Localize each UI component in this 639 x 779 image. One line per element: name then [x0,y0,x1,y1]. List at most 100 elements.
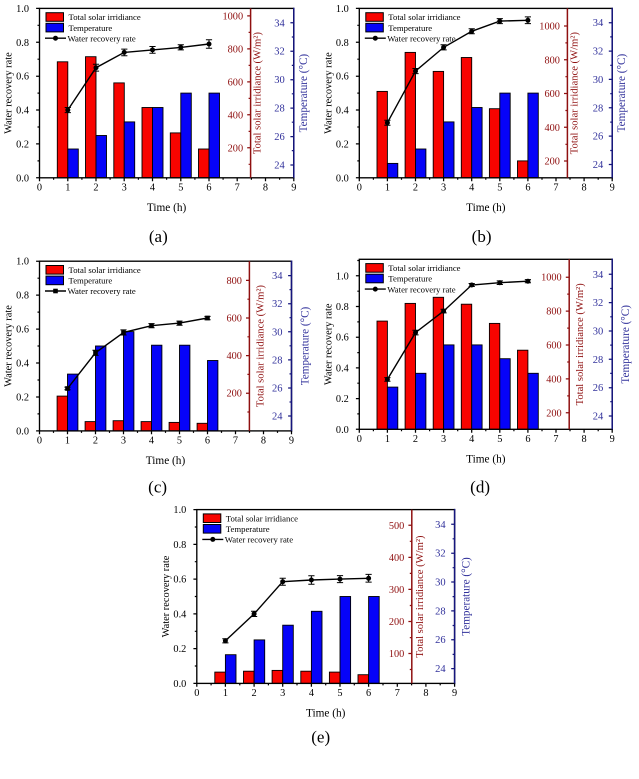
svg-text:1: 1 [385,183,390,194]
svg-text:1.0: 1.0 [16,257,29,268]
svg-text:32: 32 [593,47,604,58]
svg-text:2: 2 [93,436,98,447]
svg-text:7: 7 [233,436,238,447]
svg-text:Temperature: Temperature [226,524,270,534]
svg-text:0: 0 [357,434,362,445]
svg-text:24: 24 [435,664,446,675]
svg-text:0.4: 0.4 [16,359,29,370]
svg-text:8: 8 [423,688,428,699]
svg-text:Temperature (°C): Temperature (°C) [461,557,473,636]
svg-text:Water recovery rate: Water recovery rate [225,535,293,545]
svg-text:(d): (d) [470,478,490,497]
svg-text:Time (h): Time (h) [306,707,346,719]
svg-text:Temperature: Temperature [69,276,113,286]
svg-text:0.2: 0.2 [336,139,349,150]
svg-text:0.4: 0.4 [16,106,29,117]
svg-text:34: 34 [593,270,604,281]
svg-text:0.2: 0.2 [16,393,29,404]
svg-text:0.4: 0.4 [336,106,349,117]
svg-text:6: 6 [206,183,211,194]
svg-text:3: 3 [280,688,285,699]
svg-text:Total solar irridiance (W/m²): Total solar irridiance (W/m²) [415,535,426,658]
svg-text:0.6: 0.6 [336,72,349,83]
svg-text:Temperature (°C): Temperature (°C) [298,54,310,133]
svg-text:26: 26 [435,635,446,646]
svg-text:Time (h): Time (h) [466,202,506,214]
svg-text:34: 34 [272,271,283,282]
svg-text:0.6: 0.6 [336,333,349,344]
svg-text:30: 30 [593,327,604,338]
svg-text:Total solar irridiance: Total solar irridiance [226,513,298,523]
svg-text:Temperature: Temperature [69,23,113,33]
svg-text:2: 2 [93,183,98,194]
svg-text:0: 0 [37,183,42,194]
svg-text:Total solar irridiance (W/m²): Total solar irridiance (W/m²) [575,283,586,406]
svg-text:Water recovery rate: Water recovery rate [4,52,15,134]
svg-text:0.6: 0.6 [16,325,29,336]
svg-text:7: 7 [553,183,558,194]
svg-text:600: 600 [544,89,559,100]
svg-text:Water recovery rate: Water recovery rate [387,33,455,43]
svg-text:1.0: 1.0 [336,4,349,15]
svg-text:1: 1 [385,434,390,445]
svg-text:(e): (e) [311,728,330,747]
svg-text:6: 6 [205,436,210,447]
svg-text:400: 400 [544,123,559,134]
svg-text:5: 5 [497,434,502,445]
svg-text:26: 26 [274,132,285,143]
svg-text:30: 30 [274,75,285,86]
svg-text:9: 9 [452,688,457,699]
svg-text:Total solar irridiance (W/m²): Total solar irridiance (W/m²) [569,32,580,155]
svg-text:28: 28 [435,606,446,617]
svg-text:4: 4 [150,183,155,194]
svg-text:100: 100 [389,649,404,660]
svg-text:24: 24 [274,161,285,172]
svg-text:24: 24 [593,412,604,423]
svg-text:30: 30 [272,327,283,338]
svg-text:(c): (c) [148,478,167,497]
svg-text:Time (h): Time (h) [147,202,187,214]
svg-text:34: 34 [274,18,285,29]
svg-text:400: 400 [226,351,241,362]
svg-text:9: 9 [289,436,294,447]
svg-text:0.2: 0.2 [336,394,349,405]
svg-text:34: 34 [593,18,604,29]
svg-text:3: 3 [441,434,446,445]
svg-text:800: 800 [226,276,241,287]
svg-text:4: 4 [309,688,314,699]
svg-text:32: 32 [272,299,283,310]
svg-text:5: 5 [497,183,502,194]
svg-text:26: 26 [272,384,283,395]
svg-text:28: 28 [593,355,604,366]
svg-text:(b): (b) [472,227,492,246]
svg-text:24: 24 [593,160,604,171]
svg-text:200: 200 [546,408,561,419]
svg-text:4: 4 [469,183,474,194]
svg-text:30: 30 [593,75,604,86]
svg-text:0.8: 0.8 [336,38,349,49]
svg-text:0.0: 0.0 [173,679,186,690]
svg-text:1: 1 [65,436,70,447]
svg-text:200: 200 [389,617,404,628]
svg-text:3: 3 [441,183,446,194]
svg-text:2: 2 [252,688,257,699]
svg-text:Total solar irridiance: Total solar irridiance [388,263,460,273]
svg-text:8: 8 [582,434,587,445]
svg-text:7: 7 [235,183,240,194]
svg-text:5: 5 [337,688,342,699]
svg-text:32: 32 [435,549,446,560]
svg-text:0.0: 0.0 [16,173,29,184]
svg-text:0.2: 0.2 [16,139,29,150]
svg-text:0.4: 0.4 [173,609,186,620]
svg-text:0.0: 0.0 [16,426,29,437]
svg-text:Water recovery rate: Water recovery rate [4,305,15,387]
svg-text:6: 6 [366,688,371,699]
svg-text:0.8: 0.8 [16,291,29,302]
svg-text:600: 600 [228,77,243,88]
svg-text:34: 34 [435,520,446,531]
svg-text:Temperature (°C): Temperature (°C) [616,54,628,133]
svg-text:9: 9 [291,183,296,194]
svg-text:400: 400 [228,110,243,121]
svg-text:Water recovery rate: Water recovery rate [68,33,136,43]
svg-text:8: 8 [263,183,268,194]
